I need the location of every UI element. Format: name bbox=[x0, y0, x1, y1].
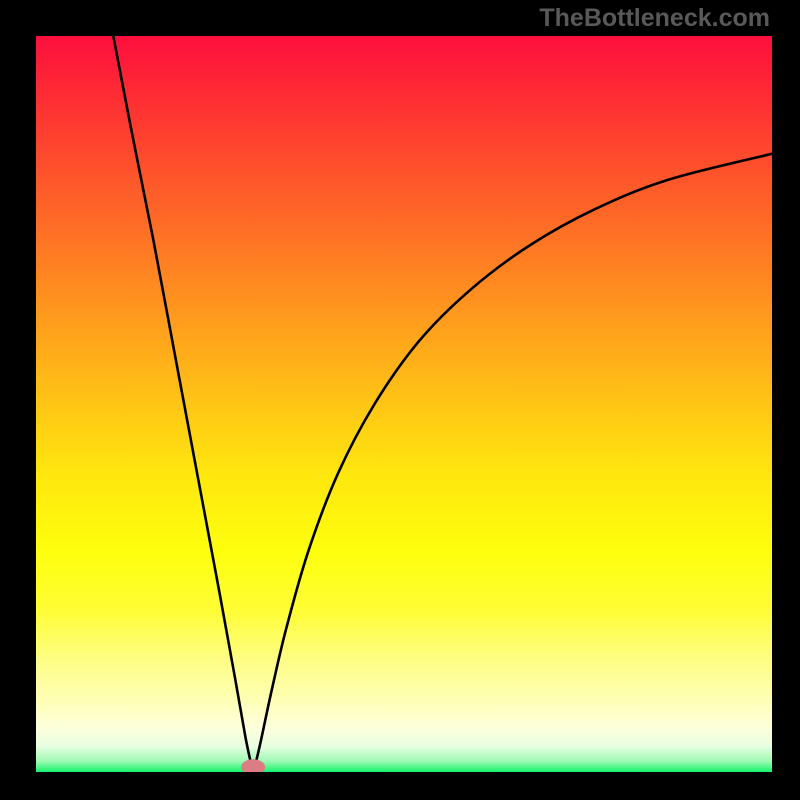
gradient-background bbox=[36, 36, 772, 772]
plot-area bbox=[36, 36, 772, 772]
chart-frame: TheBottleneck.com bbox=[0, 0, 800, 800]
chart-svg bbox=[36, 36, 772, 772]
watermark-text: TheBottleneck.com bbox=[539, 4, 770, 33]
